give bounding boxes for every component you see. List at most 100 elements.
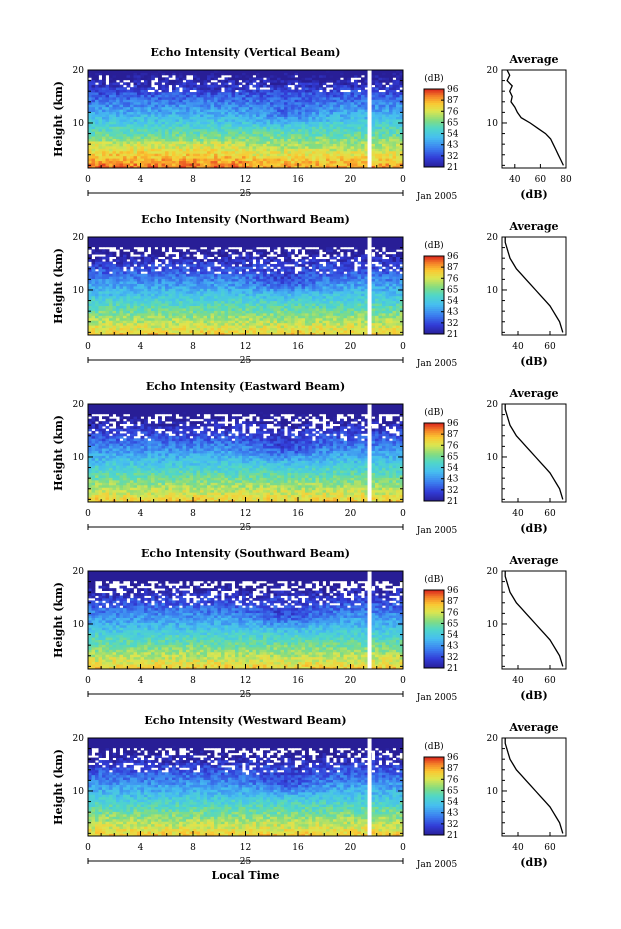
heatmap-cell: [158, 106, 162, 110]
colorbar-band: [424, 149, 444, 152]
heatmap-cell: [151, 158, 155, 162]
heatmap-cell: [252, 327, 257, 331]
heatmap-cell: [175, 94, 180, 98]
heatmap-cell: [322, 305, 327, 309]
heatmap-cell: [144, 138, 148, 142]
heatmap-cell: [214, 317, 218, 321]
heatmap-cell: [126, 126, 131, 130]
heatmap-cell: [343, 330, 348, 333]
heatmap-cell: [312, 305, 316, 309]
heatmap-cell: [336, 136, 341, 139]
heatmap-cell: [151, 114, 155, 117]
heatmap-cell: [284, 94, 288, 98]
heatmap-cell: [119, 121, 124, 125]
heatmap-cell: [193, 128, 197, 132]
heatmap-cell: [130, 138, 134, 142]
heatmap-cell: [305, 119, 309, 122]
heatmap-cell: [168, 123, 173, 127]
heatmap-cell: [102, 153, 106, 157]
heatmap-cell: [179, 163, 183, 166]
heatmap-cell: [116, 158, 120, 162]
heatmap-cell: [371, 74, 376, 78]
heatmap-cell: [109, 114, 113, 117]
heatmap-cell: [263, 72, 267, 76]
heatmap-cell: [291, 148, 295, 152]
heatmap-cell: [319, 138, 323, 142]
heatmap-cell: [382, 332, 386, 336]
heatmap-cell: [294, 330, 299, 333]
heatmap-cell: [340, 106, 344, 110]
heatmap-cell: [280, 121, 285, 125]
heatmap-cell: [266, 77, 271, 81]
heatmap-cell: [112, 295, 117, 299]
heatmap-cell: [238, 128, 243, 132]
heatmap-cell: [231, 330, 236, 333]
heatmap-cell: [88, 317, 92, 321]
heatmap-cell: [109, 310, 113, 314]
heatmap-cell: [217, 87, 222, 90]
heatmap-cell: [280, 165, 285, 169]
heatmap-cell: [154, 145, 159, 149]
heatmap-cell: [95, 320, 99, 324]
heatmap-cell: [151, 303, 155, 306]
heatmap-cell: [119, 89, 124, 93]
heatmap-cell: [382, 143, 386, 147]
heatmap-cell: [354, 143, 358, 147]
heatmap-cell: [112, 128, 117, 132]
heatmap-cell: [371, 133, 376, 137]
heatmap-cell: [109, 145, 113, 149]
heatmap-cell: [336, 325, 341, 329]
heatmap-cell: [144, 72, 148, 76]
heatmap-cell: [175, 145, 180, 149]
heatmap-cell: [382, 308, 386, 311]
heatmap-cell: [98, 92, 103, 95]
heatmap-cell: [343, 308, 348, 311]
heatmap-cell: [340, 163, 344, 166]
heatmap-cell: [392, 143, 397, 147]
heatmap-cell: [200, 111, 204, 115]
heatmap-cell: [312, 133, 316, 137]
heatmap-cell: [168, 158, 173, 162]
heatmap-cell: [301, 308, 306, 311]
heatmap-cell: [287, 332, 292, 336]
heatmap-cell: [179, 109, 183, 113]
heatmap-cell: [298, 99, 302, 103]
heatmap-cell: [168, 145, 173, 149]
heatmap-cell: [238, 121, 243, 125]
heatmap-cell: [378, 121, 383, 125]
heatmap-cell: [161, 96, 166, 100]
heatmap-cell: [340, 128, 344, 132]
heatmap-cell: [256, 163, 260, 166]
heatmap-cell: [196, 72, 201, 76]
heatmap-cell: [322, 96, 327, 100]
heatmap-cell: [242, 145, 246, 149]
heatmap-cell: [151, 298, 155, 302]
heatmap-cell: [175, 111, 180, 115]
heatmap-cell: [340, 310, 344, 314]
heatmap-cell: [242, 320, 246, 324]
heatmap-cell: [291, 109, 295, 113]
x-tick-label: 12: [240, 175, 251, 185]
heatmap-cell: [228, 158, 232, 162]
heatmap-cell: [277, 77, 281, 81]
heatmap-cell: [102, 312, 106, 316]
heatmap-cell: [235, 94, 239, 98]
heatmap-cell: [112, 160, 117, 164]
heatmap-cell: [305, 136, 309, 139]
heatmap-cell: [399, 165, 404, 169]
heatmap-cell: [196, 94, 201, 98]
heatmap-cell: [382, 128, 386, 132]
heatmap-cell: [385, 145, 390, 149]
heatmap-cell: [147, 131, 152, 135]
heatmap-cell: [133, 312, 138, 316]
heatmap-cell: [375, 96, 379, 100]
heatmap-cell: [396, 332, 400, 336]
heatmap-cell: [119, 87, 124, 90]
heatmap-cell: [88, 148, 92, 152]
heatmap-cell: [133, 92, 138, 95]
heatmap-cell: [333, 145, 337, 149]
heatmap-cell: [319, 163, 323, 166]
heatmap-cell: [326, 327, 330, 331]
heatmap-cell: [399, 330, 404, 333]
heatmap-cell: [399, 317, 404, 321]
